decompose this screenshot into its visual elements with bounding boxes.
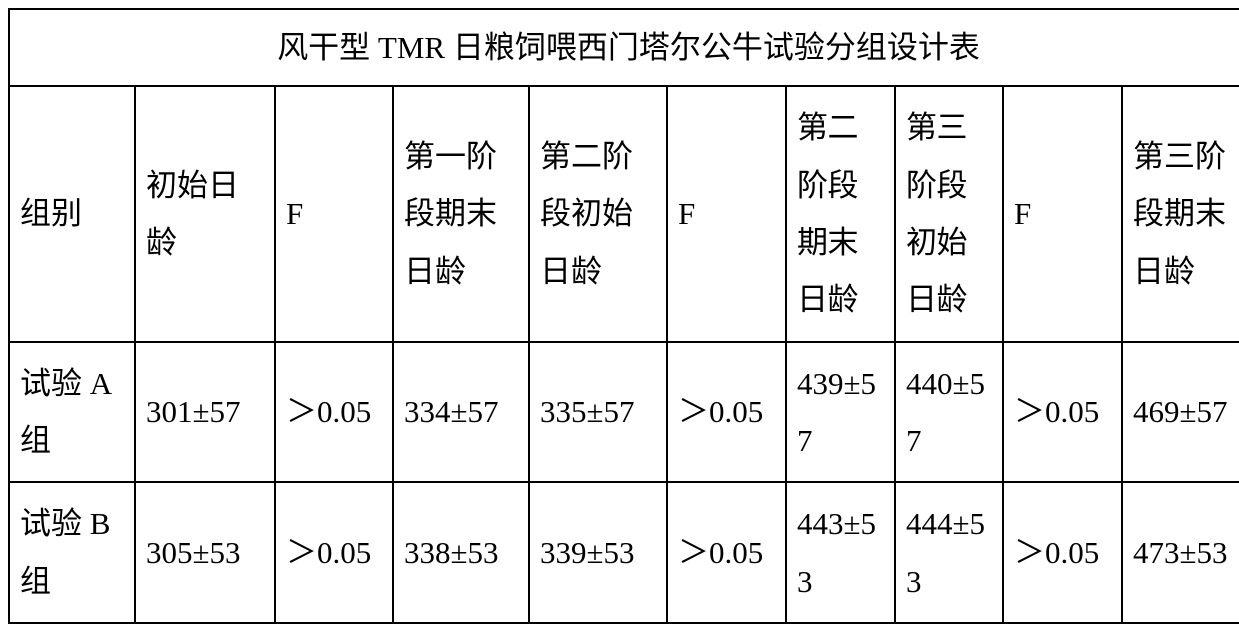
col-header-f1: F <box>275 86 393 341</box>
col-header-stage2-init-age: 第二阶段初始日龄 <box>529 86 667 341</box>
cell-stage3-init-age: 440±57 <box>895 342 1003 483</box>
col-header-stage3-end-age: 第三阶段期末日龄 <box>1122 86 1239 341</box>
cell-stage2-init-age: 335±57 <box>529 342 667 483</box>
col-header-group: 组别 <box>9 86 135 341</box>
cell-group: 试验 A组 <box>9 342 135 483</box>
table-row: 试验 A组 301±57 ＞0.05 334±57 335±57 ＞0.05 4… <box>9 342 1239 483</box>
cell-stage1-end-age: 334±57 <box>393 342 529 483</box>
cell-init-age: 301±57 <box>135 342 275 483</box>
col-header-stage1-end-age: 第一阶段期末日龄 <box>393 86 529 341</box>
cell-stage2-end-age: 439±57 <box>786 342 895 483</box>
cell-f2: ＞0.05 <box>667 342 786 483</box>
col-header-stage3-init-age: 第三阶段初始日龄 <box>895 86 1003 341</box>
cell-f3: ＞0.05 <box>1003 342 1122 483</box>
cell-stage3-end-age: 469±57 <box>1122 342 1239 483</box>
col-header-init-age: 初始日龄 <box>135 86 275 341</box>
col-header-stage2-end-age: 第二阶段期末日龄 <box>786 86 895 341</box>
title-row: 风干型 TMR 日粮饲喂西门塔尔公牛试验分组设计表 <box>9 9 1239 86</box>
col-header-f3: F <box>1003 86 1122 341</box>
table-title: 风干型 TMR 日粮饲喂西门塔尔公牛试验分组设计表 <box>9 9 1239 86</box>
header-row: 组别 初始日龄 F 第一阶段期末日龄 第二阶段初始日龄 F 第二阶段期末日龄 第… <box>9 86 1239 341</box>
experiment-group-design-table: 风干型 TMR 日粮饲喂西门塔尔公牛试验分组设计表 组别 初始日龄 F 第一阶段… <box>8 8 1239 624</box>
cell-f1: ＞0.05 <box>275 342 393 483</box>
col-header-f2: F <box>667 86 786 341</box>
